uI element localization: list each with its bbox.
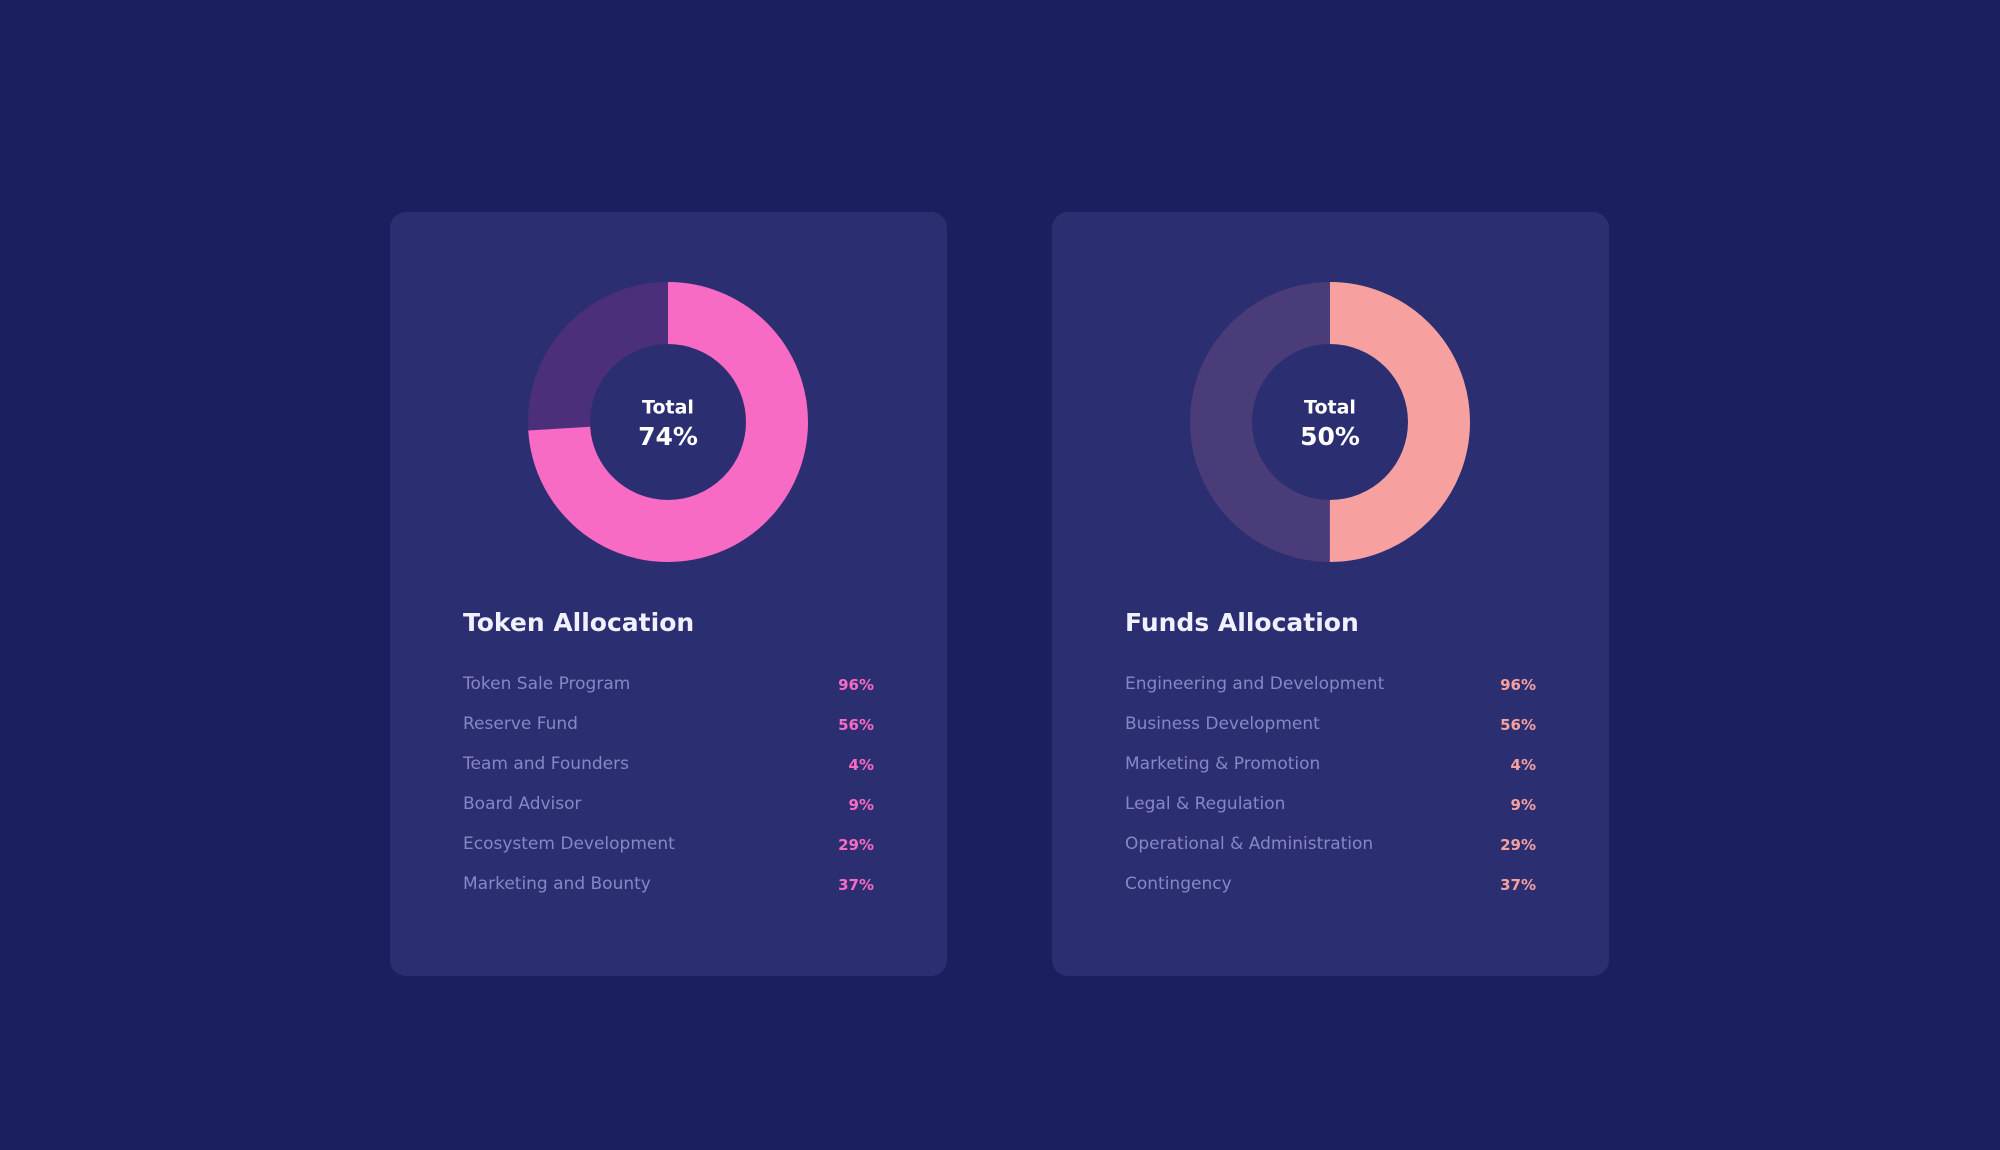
row-value: 9% <box>1510 796 1536 814</box>
row-label: Legal & Regulation <box>1125 794 1286 814</box>
row-value: 96% <box>1500 676 1536 694</box>
list-row: Ecosystem Development 29% <box>463 834 874 864</box>
list-row: Engineering and Development 96% <box>1125 674 1536 704</box>
row-label: Business Development <box>1125 714 1320 734</box>
row-label: Marketing and Bounty <box>463 874 651 894</box>
donut-chart: Total 74% <box>528 282 808 562</box>
list-row: Marketing & Promotion 4% <box>1125 754 1536 784</box>
row-label: Token Sale Program <box>463 674 631 694</box>
row-label: Operational & Administration <box>1125 834 1374 854</box>
list-row: Business Development 56% <box>1125 714 1536 744</box>
row-value: 37% <box>838 876 874 894</box>
list-row: Marketing and Bounty 37% <box>463 874 874 904</box>
list-row: Operational & Administration 29% <box>1125 834 1536 864</box>
row-label: Engineering and Development <box>1125 674 1385 694</box>
donut-arc <box>1190 282 1470 562</box>
row-value: 37% <box>1500 876 1536 894</box>
center-value: 74% <box>638 422 698 451</box>
row-label: Marketing & Promotion <box>1125 754 1321 774</box>
row-value: 96% <box>838 676 874 694</box>
center-label: Total <box>642 397 694 419</box>
row-value: 29% <box>1500 836 1536 854</box>
row-value: 9% <box>848 796 874 814</box>
center-value: 50% <box>1300 422 1360 451</box>
card-title: Funds Allocation <box>1125 608 1359 637</box>
card: Total 50% Funds Allocation Engineering and … <box>1052 212 1609 976</box>
card-title: Token Allocation <box>463 608 695 637</box>
card: Total 74% Token Allocation Token Sale Progr… <box>390 212 947 976</box>
list-row: Legal & Regulation 9% <box>1125 794 1536 824</box>
list-row: Board Advisor 9% <box>463 794 874 824</box>
center-label: Total <box>1304 397 1356 419</box>
row-label: Contingency <box>1125 874 1232 894</box>
list-row: Team and Founders 4% <box>463 754 874 784</box>
row-label: Team and Founders <box>463 754 629 774</box>
row-value: 56% <box>1500 716 1536 734</box>
donut-arc <box>528 282 808 562</box>
list-row: Reserve Fund 56% <box>463 714 874 744</box>
row-label: Reserve Fund <box>463 714 578 734</box>
row-label: Board Advisor <box>463 794 582 814</box>
donut-chart: Total 50% <box>1190 282 1470 562</box>
row-value: 29% <box>838 836 874 854</box>
list-row: Contingency 37% <box>1125 874 1536 904</box>
row-label: Ecosystem Development <box>463 834 675 854</box>
row-value: 4% <box>848 756 874 774</box>
row-value: 56% <box>838 716 874 734</box>
list-row: Token Sale Program 96% <box>463 674 874 704</box>
row-value: 4% <box>1510 756 1536 774</box>
